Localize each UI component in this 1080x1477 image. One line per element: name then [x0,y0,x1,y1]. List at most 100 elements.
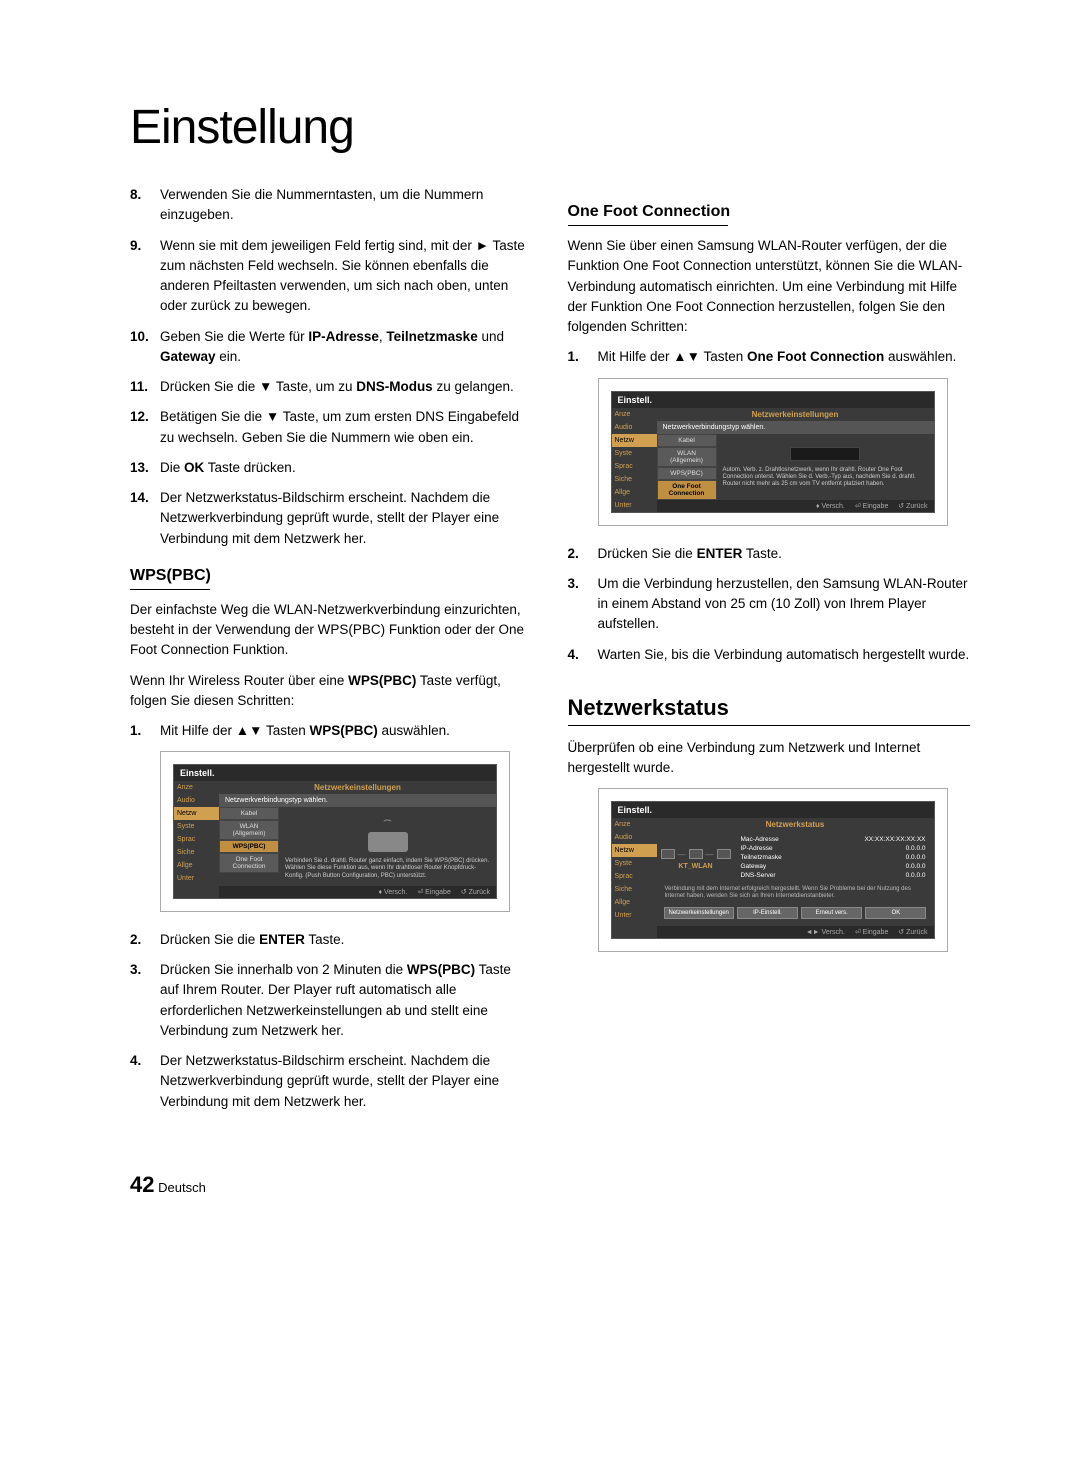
ui-title: Einstell. [612,802,934,818]
bold: WPS(PBC) [348,673,416,688]
side-item: Audio [612,421,657,434]
ns-btn: OK [865,907,926,919]
step-number: 14. [130,488,160,549]
ofc-ui-screenshot: Einstell. Anze Audio Netzw Syste Sprac S… [598,378,948,526]
step-text: Drücken Sie die ENTER Taste. [160,930,533,950]
ui-subheader: Netzwerkverbindungstyp wählen. [657,421,934,434]
k: DNS-Server [741,872,776,879]
step-number: 1. [130,721,160,741]
step-number: 12. [130,407,160,448]
ui-header: Netzwerkeinstellungen [219,781,496,794]
step-text: Geben Sie die Werte für IP-Adresse, Teil… [160,327,533,368]
step-10: 10. Geben Sie die Werte für IP-Adresse, … [130,327,533,368]
ui-sidebar: Anze Audio Netzw Syste Sprac Siche Allge… [612,818,657,937]
step-text: Die OK Taste drücken. [160,458,533,478]
v: 0.0.0.0 [906,854,926,861]
side-item: Anze [612,408,657,421]
side-item: Allge [174,859,219,872]
wps-step-1: 1. Mit Hilfe der ▲▼ Tasten WPS(PBC) ausw… [130,721,533,741]
left-column: 8. Verwenden Sie die Nummerntasten, um d… [130,185,533,1122]
page-title: Einstellung [130,100,970,155]
wps-body2: Wenn Ihr Wireless Router über eine WPS(P… [130,671,533,712]
bold: One Foot Connection [747,349,884,364]
ofc-step-3: 3. Um die Verbindung herzustellen, den S… [568,574,971,635]
ns-ui-screenshot: Einstell. Anze Audio Netzw Syste Sprac S… [598,788,948,951]
wps-body1: Der einfachste Weg die WLAN-Netzwerkverb… [130,600,533,661]
wps-step-4: 4. Der Netzwerkstatus-Bildschirm erschei… [130,1051,533,1112]
footer-item: ♦ Versch. [379,889,408,896]
side-item: Syste [174,820,219,833]
step-number: 9. [130,236,160,317]
ui-sidebar: Anze Audio Netzw Syste Sprac Siche Allge… [612,408,657,512]
footer-item: ♦ Versch. [816,503,845,510]
wps-ui-screenshot: Einstell. Anze Audio Netzw Syste Sprac S… [160,751,510,912]
side-item: Allge [612,896,657,909]
bold: OK [184,460,204,475]
page-number: 42 Deutsch [130,1172,970,1198]
underline [130,589,210,590]
menu-item-selected: One Foot Connection [657,480,717,500]
ui-visual: ⌢ Verbinden Sie d. drahtl. Router ganz e… [279,807,496,886]
side-item: Syste [612,447,657,460]
k: Gateway [741,863,767,870]
bold: WPS(PBC) [407,962,475,977]
ui-title: Einstell. [612,392,934,408]
footer-item: ↺ Zurück [898,929,927,936]
step-11: 11. Drücken Sie die ▼ Taste, um zu DNS-M… [130,377,533,397]
ui-subheader: Netzwerkverbindungstyp wählen. [219,794,496,807]
step-number: 3. [130,960,160,1041]
step-text: Der Netzwerkstatus-Bildschirm erscheint.… [160,488,533,549]
ui-desc: Autom. Verb. z. Drahtlosnetzwerk, wenn I… [721,465,930,491]
step-number: 8. [130,185,160,226]
ui-header: Netzwerkstatus [657,818,934,831]
k: Mac-Adresse [741,836,779,843]
bold: WPS(PBC) [310,723,378,738]
step-text: Um die Verbindung herzustellen, den Sams… [598,574,971,635]
side-item: Sprac [612,870,657,883]
text: Drücken Sie die [598,546,697,561]
bold: IP-Adresse [308,329,379,344]
ui-title: Einstell. [174,765,496,781]
text: Drücken Sie innerhalb von 2 Minuten die [160,962,407,977]
ofc-heading: One Foot Connection [568,203,971,221]
side-item-active: Netzw [612,844,657,857]
text: Taste. [742,546,782,561]
side-item: Unter [612,499,657,512]
v: XX:XX:XX:XX:XX:XX [864,836,925,843]
wifi-icon: ⌢ [383,811,392,828]
footer-item: ◄► Versch. [806,929,845,936]
step-number: 13. [130,458,160,478]
bold: Teilnetzmaske [386,329,477,344]
step-12: 12. Betätigen Sie die ▼ Taste, um zum er… [130,407,533,448]
footer-item: ↺ Zurück [461,889,490,896]
step-text: Der Netzwerkstatus-Bildschirm erscheint.… [160,1051,533,1112]
ns-content: —— KT_WLAN Mac-AdresseXX:XX:XX:XX:XX:XX … [657,831,934,925]
menu-item-selected: WPS(PBC) [219,840,279,853]
wlan-name: KT_WLAN [661,863,731,870]
step-text: Drücken Sie die ENTER Taste. [598,544,971,564]
menu-item: WLAN (Allgemein) [657,447,717,467]
wps-heading: WPS(PBC) [130,567,533,585]
menu-item: WPS(PBC) [657,467,717,480]
wps-step-2: 2. Drücken Sie die ENTER Taste. [130,930,533,950]
ui-sidebar: Anze Audio Netzw Syste Sprac Siche Allge… [174,781,219,898]
side-item-active: Netzw [612,434,657,447]
text: Die [160,460,184,475]
step-8: 8. Verwenden Sie die Nummerntasten, um d… [130,185,533,226]
step-text: Drücken Sie die ▼ Taste, um zu DNS-Modus… [160,377,533,397]
bold: DNS-Modus [356,379,433,394]
ofc-step-2: 2. Drücken Sie die ENTER Taste. [568,544,971,564]
bold: ENTER [697,546,743,561]
page-lang: Deutsch [158,1180,206,1195]
text: Wenn Ihr Wireless Router über eine [130,673,348,688]
wps-step-3: 3. Drücken Sie innerhalb von 2 Minuten d… [130,960,533,1041]
menu-item: One Foot Connection [219,853,279,873]
ui-visual: Autom. Verb. z. Drahtlosnetzwerk, wenn I… [717,434,934,500]
text: Taste. [305,932,345,947]
side-item: Unter [612,909,657,922]
ns-buttons: Netzwerkeinstellungen IP-Einstell. Erneu… [661,904,930,922]
ofc-step-4: 4. Warten Sie, bis die Verbindung automa… [568,645,971,665]
side-item: Sprac [612,460,657,473]
text: Geben Sie die Werte für [160,329,308,344]
text: Taste drücken. [204,460,295,475]
